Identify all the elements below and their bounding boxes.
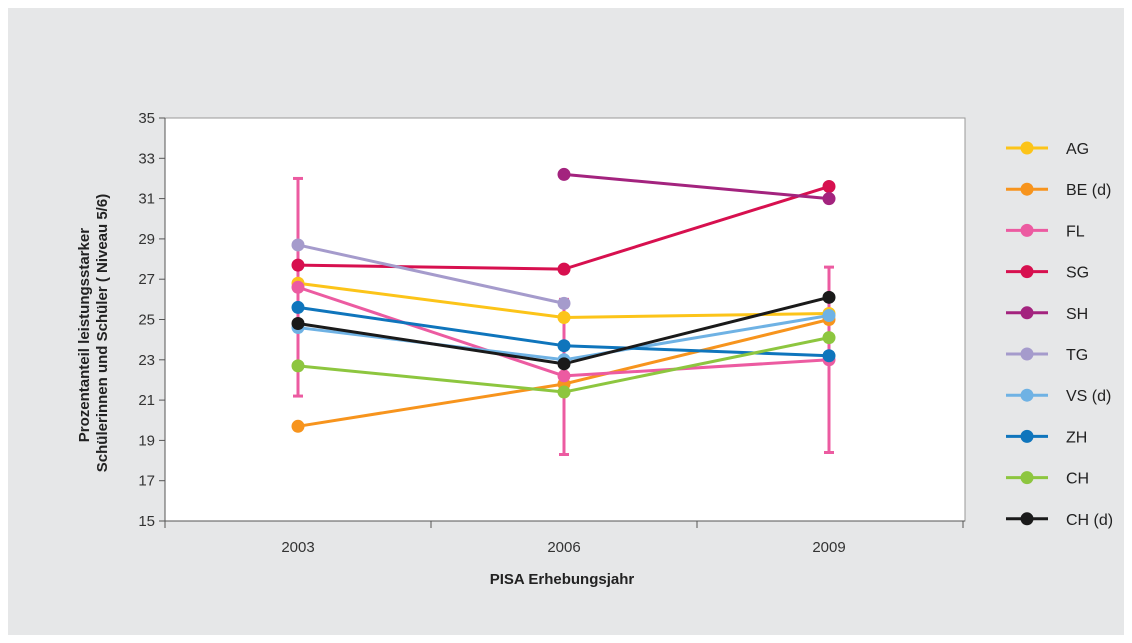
y-tick-label: 19 (138, 432, 155, 449)
y-tick-label: 25 (138, 312, 155, 329)
legend-marker-sh (1020, 306, 1034, 320)
data-point-ch (822, 331, 836, 345)
data-point-sg (822, 180, 836, 194)
legend-label-sh: SH (1066, 306, 1088, 323)
series-line-sh (563, 172, 830, 201)
legend-label-fl: FL (1066, 223, 1085, 240)
data-point-be-d (291, 419, 305, 433)
y-axis-title: Prozentanteil leistungsstarker Schülerin… (76, 194, 111, 472)
y-tick-label: 31 (138, 191, 155, 208)
legend-marker-fl (1020, 223, 1034, 237)
legend-label-ch-d: CH (d) (1066, 512, 1113, 529)
data-point-ch-d (291, 317, 305, 331)
legend-label-vs-d: VS (d) (1066, 388, 1111, 405)
x-axis-title: PISA Erhebungsjahr (490, 571, 635, 588)
y-tick-label: 21 (138, 392, 155, 409)
data-point-vs-d (822, 308, 836, 322)
legend-label-tg: TG (1066, 347, 1088, 364)
data-point-zh (557, 339, 571, 353)
legend-label-ch: CH (1066, 471, 1089, 488)
data-point-ch-d (822, 290, 836, 304)
data-point-tg (557, 296, 571, 310)
y-tick-label: 15 (138, 513, 155, 530)
x-tick-label: 2009 (812, 539, 845, 556)
x-tick-label: 2003 (281, 539, 314, 556)
y-axis-title-line-2: Schülerinnen und Schüler ( Niveau 5/6) (94, 194, 111, 472)
legend-marker-zh (1020, 429, 1034, 443)
x-tick-label: 2006 (547, 539, 580, 556)
legend-marker-be-d (1020, 182, 1034, 196)
data-point-sg (557, 262, 571, 276)
data-point-zh (822, 349, 836, 363)
legend-marker-vs-d (1020, 388, 1034, 402)
y-axis-title-line-1: Prozentanteil leistungsstarker (76, 228, 93, 442)
legend-marker-sg (1020, 265, 1034, 279)
data-point-fl (557, 369, 571, 383)
line-chart: 15 17 19 21 23 25 27 29 31 33 35 2003 2006 2009 AG BE … (76, 110, 1113, 588)
data-point-ch (291, 359, 305, 373)
y-tick-label: 35 (138, 110, 155, 127)
data-point-ag (557, 310, 571, 324)
series-line-tg (297, 243, 565, 305)
y-tick-label: 17 (138, 473, 155, 490)
y-tick-label: 29 (138, 231, 155, 248)
data-point-sh (557, 167, 571, 181)
legend-label-sg: SG (1066, 265, 1089, 282)
y-tick-label: 23 (138, 352, 155, 369)
y-tick-label: 33 (138, 150, 155, 167)
data-point-tg (291, 238, 305, 252)
legend-label-zh: ZH (1066, 429, 1087, 446)
legend-marker-ch (1020, 471, 1034, 485)
legend-marker-ch-d (1020, 512, 1034, 526)
data-point-ch (557, 385, 571, 399)
data-point-ch-d (557, 357, 571, 371)
legend-marker-tg (1020, 347, 1034, 361)
data-point-zh (291, 300, 305, 314)
legend-marker-ag (1020, 141, 1034, 155)
data-point-sg (291, 258, 305, 272)
data-point-fl (291, 280, 305, 294)
legend-label-ag: AG (1066, 141, 1089, 158)
y-tick-label: 27 (138, 271, 155, 288)
legend-label-be-d: BE (d) (1066, 182, 1111, 199)
data-point-sh (822, 192, 836, 206)
chart-panel: 15 17 19 21 23 25 27 29 31 33 35 2003 2006 2009 AG BE … (8, 8, 1124, 635)
